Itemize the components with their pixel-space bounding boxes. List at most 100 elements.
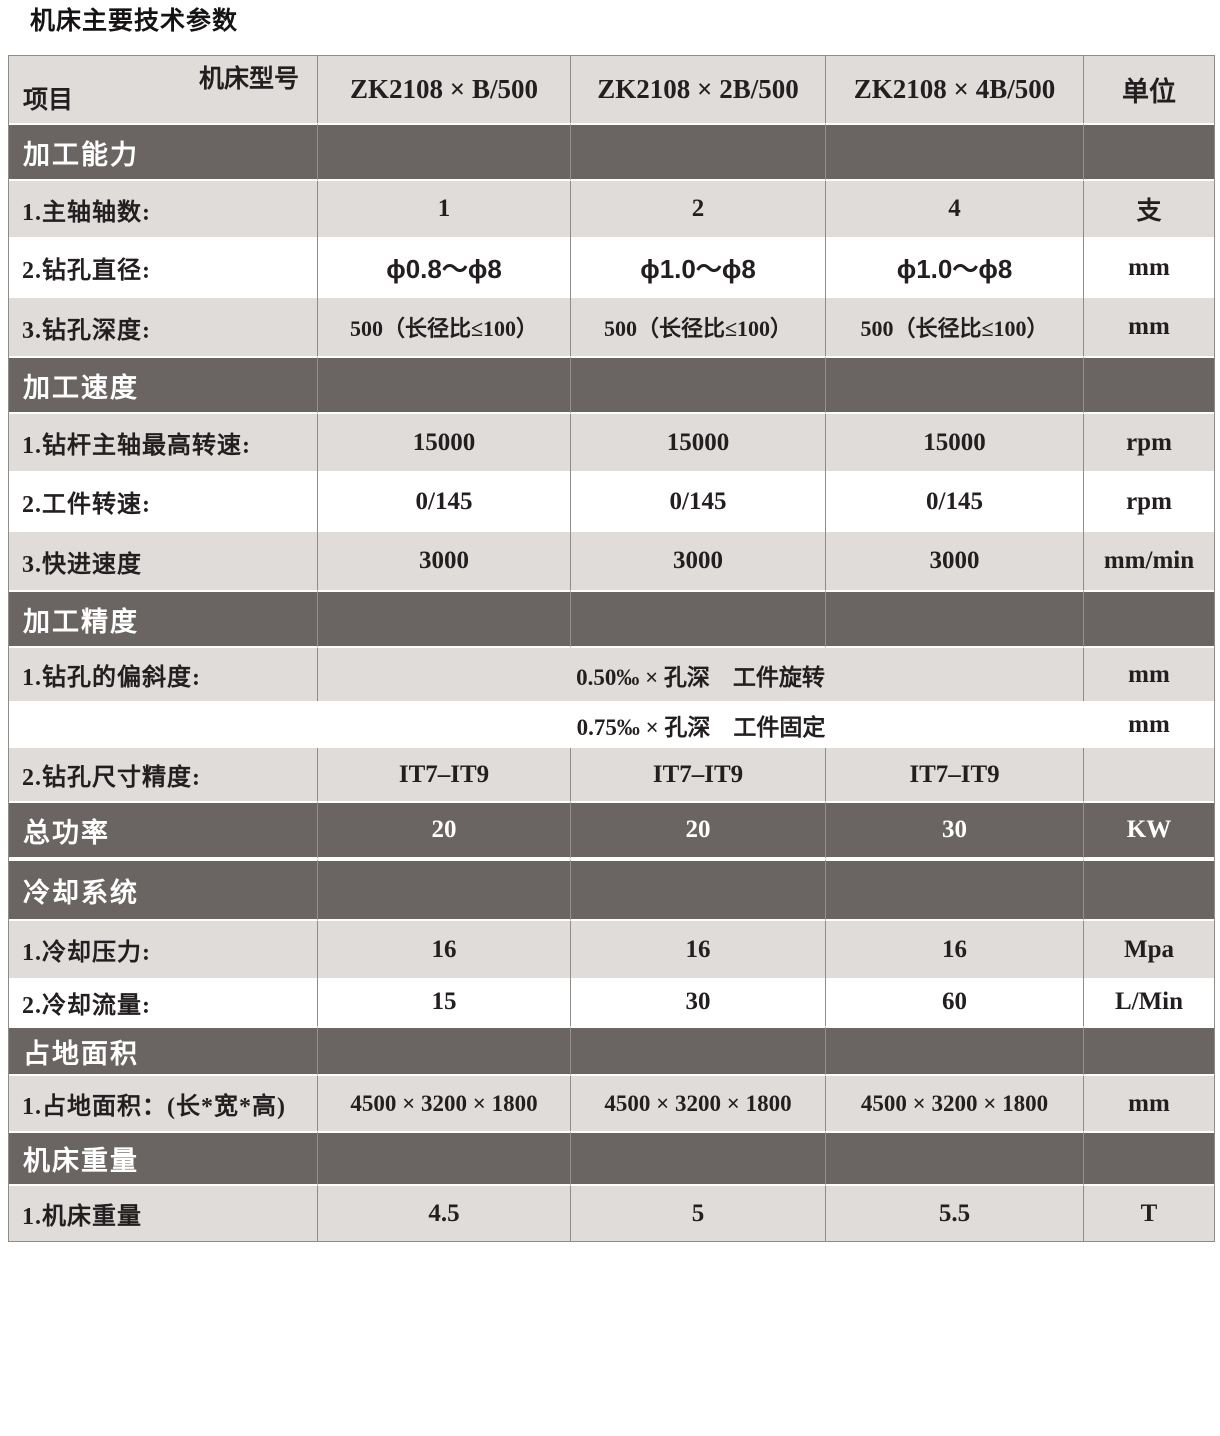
section-row-machine-weight: 机床重量: [9, 1131, 1214, 1186]
value-cell: 3000: [826, 532, 1084, 590]
value-cell: 20: [571, 801, 826, 859]
unit-cell: mm: [1084, 1076, 1214, 1131]
section-title: 总功率: [9, 801, 318, 859]
value-cell: 16: [826, 921, 1084, 978]
value-cell: IT7–IT9: [571, 748, 826, 801]
merged-value-cell: 0.75‰ × 孔深 工件固定: [318, 701, 1084, 748]
model-column-header-3: ZK2108 × 4B/500: [826, 56, 1084, 123]
value-cell: 0/145: [571, 471, 826, 532]
row-label: 3.钻孔深度:: [9, 298, 318, 356]
unit-cell: Mpa: [1084, 921, 1214, 978]
value-cell: 1: [318, 181, 571, 237]
unit-cell: rpm: [1084, 471, 1214, 532]
section-title: 机床重量: [9, 1131, 318, 1186]
row-label: 1.主轴轴数:: [9, 181, 318, 237]
unit-cell: mm: [1084, 701, 1214, 748]
section-filler-cell: [318, 590, 571, 648]
spec-row-hole-deviation-rotating: 1.钻孔的偏斜度: 0.50‰ × 孔深 工件旋转 mm: [9, 648, 1214, 701]
value-cell: 0/145: [318, 471, 571, 532]
value-cell: 15000: [826, 414, 1084, 471]
value-cell: 3000: [318, 532, 571, 590]
spec-row-machine-weight: 1.机床重量 4.5 5 5.5 T: [9, 1186, 1214, 1241]
spec-row-floor-space: 1.占地面积：(长*宽*高) 4500 × 3200 × 1800 4500 ×…: [9, 1076, 1214, 1131]
value-cell: ϕ0.8～ϕ8: [318, 237, 571, 298]
value-cell: 15000: [571, 414, 826, 471]
section-filler-cell: [826, 590, 1084, 648]
section-filler-cell: [826, 356, 1084, 414]
value-cell: 2: [571, 181, 826, 237]
section-filler-cell: [826, 1026, 1084, 1076]
section-filler-cell: [1084, 590, 1214, 648]
row-label: 2.工件转速:: [9, 471, 318, 532]
value-cell: 15: [318, 978, 571, 1026]
value-cell: 15000: [318, 414, 571, 471]
spec-row-hole-deviation-fixed: 0.75‰ × 孔深 工件固定 mm: [9, 701, 1214, 748]
spec-table: 机床型号 项目 ZK2108 × B/500 ZK2108 × 2B/500 Z…: [8, 55, 1215, 1242]
value-cell: 3000: [571, 532, 826, 590]
spec-row-max-spindle-speed: 1.钻杆主轴最高转速: 15000 15000 15000 rpm: [9, 414, 1214, 471]
row-label: 1.钻杆主轴最高转速:: [9, 414, 318, 471]
section-title: 加工精度: [9, 590, 318, 648]
model-axis-label: 机床型号: [198, 66, 299, 93]
section-filler-cell: [571, 356, 826, 414]
section-filler-cell: [318, 1026, 571, 1076]
unit-column-header: 单位: [1084, 56, 1214, 123]
section-filler-cell: [318, 356, 571, 414]
value-cell: 30: [826, 801, 1084, 859]
spec-row-spindle-count: 1.主轴轴数: 1 2 4 支: [9, 181, 1214, 237]
section-filler-cell: [1084, 123, 1214, 181]
value-cell: 20: [318, 801, 571, 859]
value-cell: 500（长径比≤100）: [826, 298, 1084, 356]
value-cell: IT7–IT9: [826, 748, 1084, 801]
unit-cell: 支: [1084, 181, 1214, 237]
value-cell: ϕ1.0～ϕ8: [571, 237, 826, 298]
row-label: 2.钻孔尺寸精度:: [9, 748, 318, 801]
section-filler-cell: [571, 1131, 826, 1186]
value-cell: 4.5: [318, 1186, 571, 1241]
value-cell: IT7–IT9: [318, 748, 571, 801]
spec-row-coolant-pressure: 1.冷却压力: 16 16 16 Mpa: [9, 921, 1214, 978]
unit-cell: mm/min: [1084, 532, 1214, 590]
page-title: 机床主要技术参数: [30, 8, 239, 35]
section-title: 冷却系统: [9, 859, 318, 921]
value-cell: 16: [318, 921, 571, 978]
row-label: 1.机床重量: [9, 1186, 318, 1241]
row-label: [9, 701, 318, 748]
item-axis-label: 项目: [23, 87, 74, 114]
value-cell: 500（长径比≤100）: [571, 298, 826, 356]
row-label: 2.钻孔直径:: [9, 237, 318, 298]
row-label: 1.钻孔的偏斜度:: [9, 648, 318, 701]
section-filler-cell: [826, 859, 1084, 921]
spec-row-drill-depth: 3.钻孔深度: 500（长径比≤100） 500（长径比≤100） 500（长径…: [9, 298, 1214, 356]
value-cell: 60: [826, 978, 1084, 1026]
section-filler-cell: [318, 1131, 571, 1186]
value-cell: 16: [571, 921, 826, 978]
unit-cell: mm: [1084, 237, 1214, 298]
spec-row-hole-size-precision: 2.钻孔尺寸精度: IT7–IT9 IT7–IT9 IT7–IT9: [9, 748, 1214, 801]
spec-row-workpiece-speed: 2.工件转速: 0/145 0/145 0/145 rpm: [9, 471, 1214, 532]
section-filler-cell: [571, 590, 826, 648]
value-cell: ϕ1.0～ϕ8: [826, 237, 1084, 298]
unit-cell: L/Min: [1084, 978, 1214, 1026]
row-label: 1.占地面积：(长*宽*高): [9, 1076, 318, 1131]
value-cell: 5: [571, 1186, 826, 1241]
unit-cell: [1084, 748, 1214, 801]
value-cell: 5.5: [826, 1186, 1084, 1241]
section-row-cooling-system: 冷却系统: [9, 859, 1214, 921]
table-header-row: 机床型号 项目 ZK2108 × B/500 ZK2108 × 2B/500 Z…: [9, 56, 1214, 123]
section-filler-cell: [1084, 1131, 1214, 1186]
value-cell: 4500 × 3200 × 1800: [318, 1076, 571, 1131]
spec-row-drill-diameter: 2.钻孔直径: ϕ0.8～ϕ8 ϕ1.0～ϕ8 ϕ1.0～ϕ8 mm: [9, 237, 1214, 298]
section-filler-cell: [826, 1131, 1084, 1186]
section-row-floor-space: 占地面积: [9, 1026, 1214, 1076]
merged-value-cell: 0.50‰ × 孔深 工件旋转: [318, 648, 1084, 701]
corner-cell: 机床型号 项目: [9, 56, 318, 123]
section-title: 加工能力: [9, 123, 318, 181]
row-label: 1.冷却压力:: [9, 921, 318, 978]
unit-cell: mm: [1084, 298, 1214, 356]
row-label: 3.快进速度: [9, 532, 318, 590]
section-filler-cell: [318, 123, 571, 181]
section-filler-cell: [1084, 1026, 1214, 1076]
spec-row-rapid-feed: 3.快进速度 3000 3000 3000 mm/min: [9, 532, 1214, 590]
